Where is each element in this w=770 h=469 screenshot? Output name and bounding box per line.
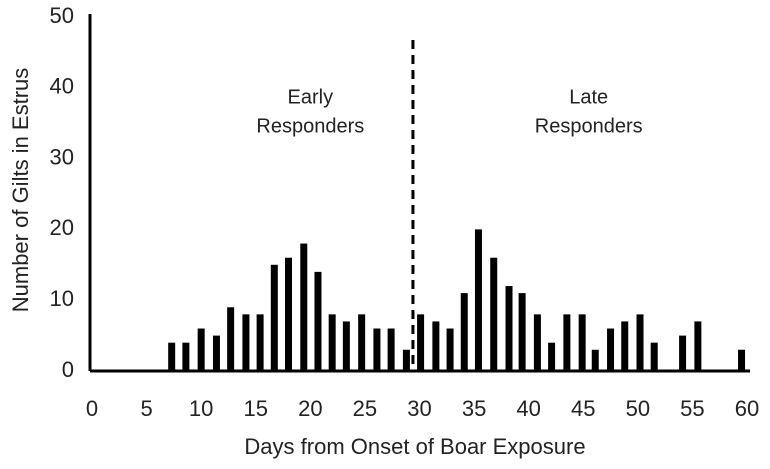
x-tick-label: 5: [140, 396, 152, 421]
bar: [694, 321, 702, 371]
x-tick-label: 20: [298, 396, 322, 421]
bar: [270, 264, 278, 371]
x-tick-label: 60: [735, 396, 759, 421]
bar: [256, 314, 264, 371]
bar: [373, 328, 381, 371]
bar: [518, 293, 526, 371]
y-tick-label: 50: [50, 3, 74, 28]
bar: [358, 314, 366, 371]
annotation: Responders: [535, 115, 643, 137]
bar: [285, 257, 292, 371]
bar: [446, 328, 454, 371]
y-tick-label: 10: [50, 286, 74, 311]
bar: [650, 342, 658, 371]
x-tick-label: 25: [353, 396, 377, 421]
bar: [168, 342, 176, 371]
bar: [387, 328, 395, 371]
x-tick-label: 45: [571, 396, 595, 421]
x-tick-label: 30: [407, 396, 431, 421]
bar: [636, 314, 644, 371]
annotation: Early: [288, 86, 334, 108]
y-tick-label: 40: [50, 74, 74, 99]
bar: [548, 342, 556, 371]
bar: [591, 349, 599, 371]
bar: [300, 243, 308, 371]
x-tick-label: 10: [189, 396, 213, 421]
bar: [197, 328, 205, 371]
bar: [460, 293, 468, 371]
bar: [182, 342, 190, 371]
bar: [578, 314, 586, 371]
bar: [563, 314, 571, 371]
bar: [212, 335, 220, 371]
bar: [432, 321, 440, 371]
bar: [402, 349, 410, 371]
bar: [533, 314, 541, 371]
y-axis-title: Number of Gilts in Estrus: [8, 68, 33, 313]
annotation: Late: [569, 86, 608, 108]
x-tick-label: 40: [516, 396, 540, 421]
x-tick-label: 0: [86, 396, 98, 421]
bar: [474, 229, 482, 371]
x-axis-title: Days from Onset of Boar Exposure: [244, 434, 585, 459]
bar: [621, 321, 629, 371]
bar: [242, 314, 250, 371]
bar: [342, 321, 350, 371]
y-tick-label: 20: [50, 215, 74, 240]
bar: [607, 328, 615, 371]
y-tick-label: 0: [62, 357, 74, 382]
annotation: Responders: [256, 115, 364, 137]
bar: [227, 307, 235, 371]
bar: [417, 314, 425, 371]
bar: [328, 314, 336, 371]
bar: [738, 349, 746, 371]
bar: [490, 257, 498, 371]
bar: [505, 286, 513, 371]
x-tick-label: 15: [244, 396, 268, 421]
y-tick-label: 30: [50, 144, 74, 169]
x-tick-label: 55: [680, 396, 704, 421]
x-tick-label: 35: [462, 396, 486, 421]
bar: [679, 335, 687, 371]
bar: [314, 271, 322, 371]
x-tick-label: 50: [626, 396, 650, 421]
